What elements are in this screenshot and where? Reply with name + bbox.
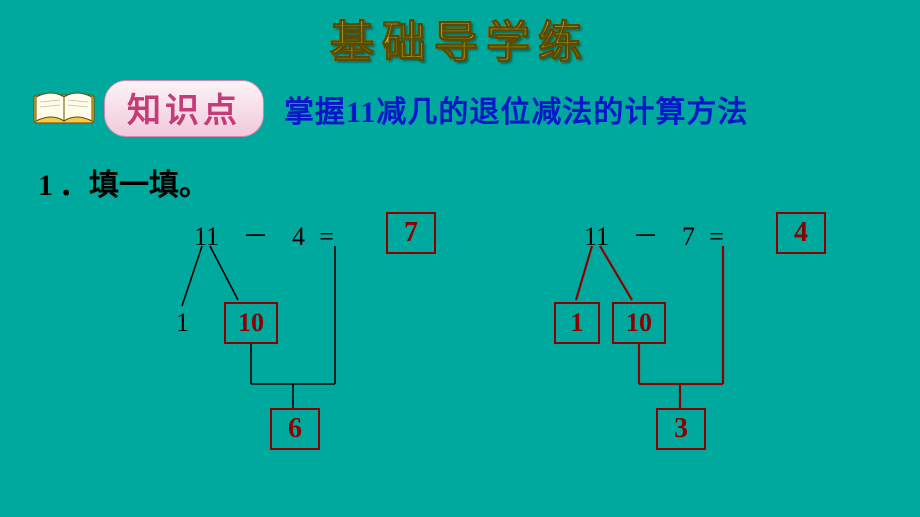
split-left-box: 1: [554, 302, 600, 344]
diagram-2: 11 － 7 = 4 1 10 3: [540, 210, 920, 490]
subtrahend: 7: [682, 222, 695, 251]
minuend: 11: [194, 222, 219, 251]
open-book-icon: [32, 87, 98, 131]
result-box: 7: [386, 212, 436, 254]
subtrahend: 4: [292, 222, 305, 251]
minus-sign: －: [616, 216, 676, 253]
question-text: ．填一填。: [59, 169, 209, 202]
split-right-box: 10: [224, 302, 278, 344]
page-title: 基础导学练: [330, 6, 590, 70]
section-badge-label: 知识点: [127, 93, 241, 130]
diagram-area: 11 － 4 = 7 1 10 6 11 － 7 = 4 1 10 3: [0, 210, 920, 490]
section-header: 知识点 掌握11减几的退位减法的计算方法: [32, 80, 748, 137]
section-description: 掌握11减几的退位减法的计算方法: [284, 87, 748, 131]
diagram-1: 11 － 4 = 7 1 10 6: [150, 210, 530, 490]
equals-sign: =: [312, 222, 342, 252]
equation-2: 11 － 7 =: [584, 216, 732, 253]
result-box: 4: [776, 212, 826, 254]
split-left-value: 1: [176, 308, 189, 338]
equation-1: 11 － 4 =: [194, 216, 342, 253]
minuend: 11: [584, 222, 609, 251]
split-right-box: 10: [612, 302, 666, 344]
section-badge: 知识点: [104, 80, 264, 137]
question-label: 1．填一填。: [38, 160, 209, 204]
minus-sign: －: [226, 216, 286, 253]
page-title-text: 基础导学练: [330, 18, 590, 67]
equals-sign: =: [702, 222, 732, 252]
bottom-diff-box: 6: [270, 408, 320, 450]
bottom-diff-box: 3: [656, 408, 706, 450]
question-number: 1: [38, 169, 53, 202]
